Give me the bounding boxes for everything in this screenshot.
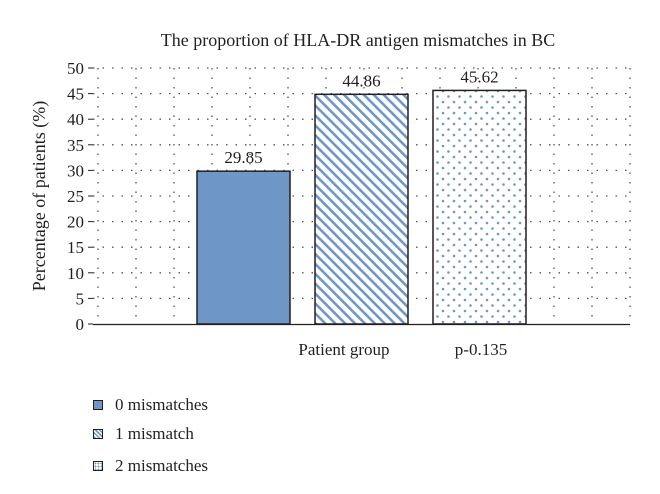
y-tick-label: 25	[67, 187, 84, 206]
data-labels: 29.85 44.86 45.62	[224, 67, 498, 167]
y-tick-label: 50	[67, 59, 84, 78]
x-axis-label: Patient group	[298, 340, 389, 359]
y-tick-label: 10	[67, 264, 84, 283]
y-tick-label: 5	[76, 289, 85, 308]
legend-item-1: 1 mismatch	[93, 418, 208, 450]
y-tick-label: 45	[67, 85, 84, 104]
legend-swatch-dots	[93, 461, 103, 471]
grid	[93, 67, 631, 324]
y-ticks: 0 5 10 15 20 25 30 35 40 45 50	[67, 59, 93, 334]
legend-label: 2 mismatches	[115, 456, 209, 475]
y-tick-label: 40	[67, 110, 84, 129]
legend-swatch-stripes	[93, 429, 103, 439]
bars	[196, 89, 527, 325]
y-tick-label: 20	[67, 213, 84, 232]
bar-value-label: 29.85	[224, 148, 262, 167]
legend-label: 1 mismatch	[115, 424, 194, 443]
legend-swatch-solid	[93, 400, 103, 410]
legend-label: 0 mismatches	[115, 395, 209, 414]
y-tick-label: 30	[67, 161, 84, 180]
y-tick-label: 35	[67, 136, 84, 155]
bar	[432, 89, 527, 325]
y-tick-label: 15	[67, 238, 84, 257]
legend-item-2: 2 mismatches	[93, 450, 208, 482]
bar-value-label: 44.86	[342, 71, 380, 90]
legend: 0 mismatches 1 mismatch 2 mismatches	[93, 392, 208, 482]
bar	[314, 93, 409, 325]
y-axis-label: Percentage of patients (%)	[29, 101, 50, 291]
p-value-annotation: p-0.135	[455, 340, 507, 359]
bar	[196, 170, 291, 325]
chart-title: The proportion of HLA-DR antigen mismatc…	[161, 30, 555, 50]
legend-item-0: 0 mismatches	[93, 392, 208, 418]
bar-value-label: 45.62	[460, 67, 498, 86]
y-tick-label: 0	[76, 315, 85, 334]
